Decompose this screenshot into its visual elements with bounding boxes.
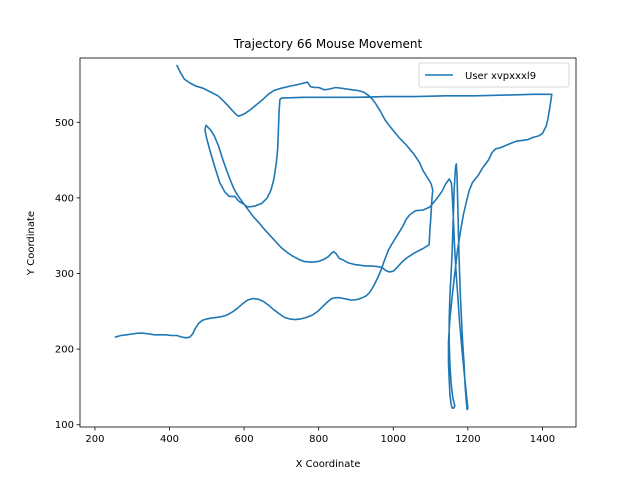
- x-tick-label: 400: [160, 434, 179, 445]
- x-tick-label: 600: [235, 434, 254, 445]
- y-axis-ticks: 100 200 300 400 500: [55, 118, 80, 431]
- x-axis-label: X Coordinate: [296, 459, 361, 470]
- legend: User xvpxxxl9: [418, 62, 570, 88]
- series-line-0: [114, 64, 553, 411]
- legend-entry: User xvpxxxl9: [465, 71, 536, 82]
- series-layer: [114, 64, 553, 411]
- x-tick-label: 800: [309, 434, 328, 445]
- y-tick-label: 400: [55, 193, 74, 204]
- y-tick-label: 500: [55, 118, 74, 129]
- legend-box: [418, 62, 570, 88]
- x-tick-label: 1000: [381, 434, 406, 445]
- y-tick-label: 100: [55, 420, 74, 431]
- x-tick-label: 1400: [530, 434, 555, 445]
- x-axis-ticks: 200 400 600 800 1000 1200 1400: [85, 427, 555, 445]
- x-tick-label: 1200: [455, 434, 480, 445]
- chart-title: Trajectory 66 Mouse Movement: [233, 37, 423, 51]
- x-tick-label: 200: [85, 434, 104, 445]
- plot-area-frame: [79, 57, 577, 428]
- y-axis-label: Y Coordinate: [26, 211, 37, 276]
- y-tick-label: 200: [55, 345, 74, 356]
- y-tick-label: 300: [55, 269, 74, 280]
